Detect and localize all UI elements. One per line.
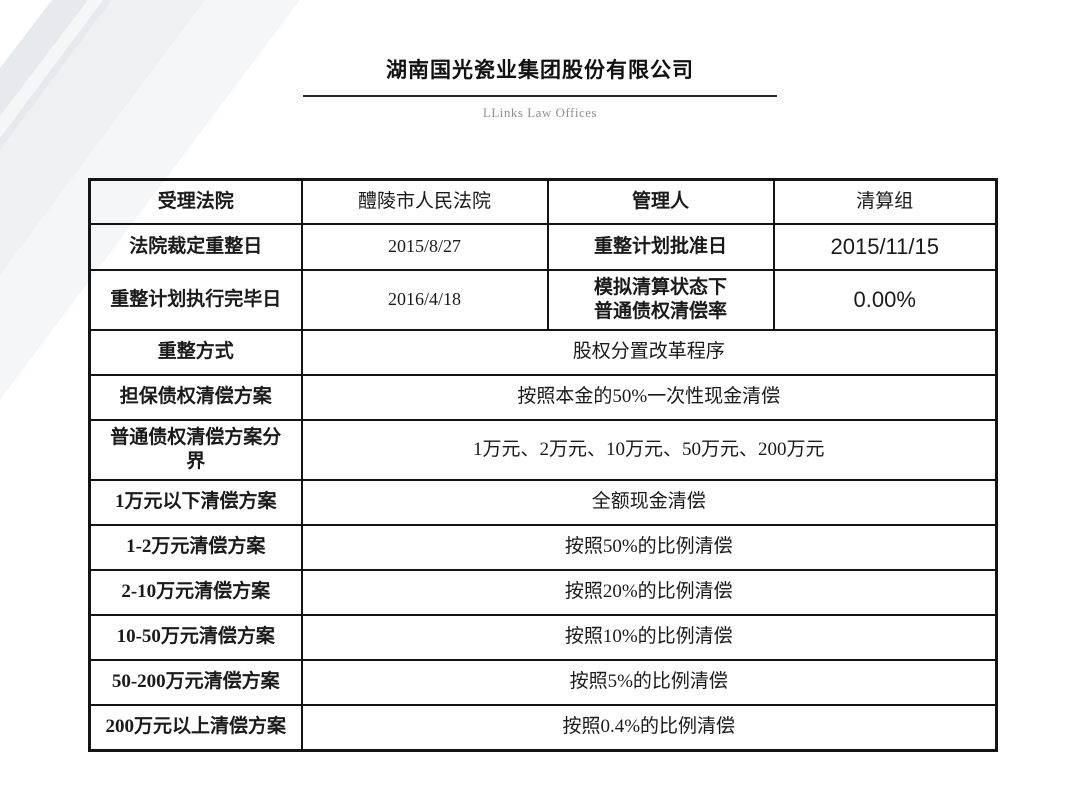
row-label-cell: 1-2万元清偿方案: [88, 523, 303, 571]
table-row: 1-2万元清偿方案 按照50%的比例清偿: [88, 523, 998, 571]
row-label-cell: 2-10万元清偿方案: [88, 568, 303, 616]
row-value-cell: 按照5%的比例清偿: [300, 658, 998, 706]
table-row: 法院裁定重整日 2015/8/27 重整计划批准日 2015/11/15: [88, 222, 998, 271]
row-label-cell: 重整方式: [88, 328, 303, 376]
table-row: 担保债权清偿方案 按照本金的50%一次性现金清偿: [88, 373, 998, 421]
row-label-cell: 重整计划执行完毕日: [88, 268, 303, 331]
row-value-cell: 按照10%的比例清偿: [300, 613, 998, 661]
table-row: 重整计划执行完毕日 2016/4/18 模拟清算状态下 普通债权清偿率 0.00…: [88, 268, 998, 331]
row-label-cell: 10-50万元清偿方案: [88, 613, 303, 661]
law-office-subtitle: LLinks Law Offices: [482, 105, 598, 120]
row-label-cell: 模拟清算状态下 普通债权清偿率: [546, 268, 775, 331]
row-label-cell: 普通债权清偿方案分界: [88, 418, 303, 481]
table-row: 200万元以上清偿方案 按照0.4%的比例清偿: [88, 703, 998, 752]
table-row: 普通债权清偿方案分界 1万元、2万元、10万元、50万元、200万元: [88, 418, 998, 481]
row-label-cell: 200万元以上清偿方案: [88, 703, 303, 752]
row-label-cell: 受理法院: [88, 178, 303, 225]
row-label-cell: 管理人: [546, 178, 775, 225]
row-value-cell: 按照50%的比例清偿: [300, 523, 998, 571]
row-value-cell: 2015/11/15: [772, 222, 998, 271]
row-value-cell: 按照0.4%的比例清偿: [300, 703, 998, 752]
page-title: 湖南国光瓷业集团股份有限公司: [386, 58, 694, 82]
row-value-cell: 全额现金清偿: [300, 478, 998, 526]
row-label-cell: 法院裁定重整日: [88, 222, 303, 271]
table-container: 受理法院 醴陵市人民法院 管理人 清算组 法院裁定重整日 2015/8/27 重…: [88, 178, 998, 752]
table-row: 50-200万元清偿方案 按照5%的比例清偿: [88, 658, 998, 706]
row-label-cell: 重整计划批准日: [546, 222, 775, 271]
table-row: 2-10万元清偿方案 按照20%的比例清偿: [88, 568, 998, 616]
table-row: 1万元以下清偿方案 全额现金清偿: [88, 478, 998, 526]
row-value-cell: 按照20%的比例清偿: [300, 568, 998, 616]
row-label-cell: 担保债权清偿方案: [88, 373, 303, 421]
row-value-cell: 股权分置改革程序: [300, 328, 998, 376]
row-label-line: 模拟清算状态下: [593, 276, 727, 298]
row-value-cell: 2016/4/18: [300, 268, 549, 331]
row-value-cell: 0.00%: [772, 268, 998, 331]
row-value-cell: 1万元、2万元、10万元、50万元、200万元: [300, 418, 998, 481]
row-value-cell: 清算组: [772, 178, 998, 225]
table-row: 10-50万元清偿方案 按照10%的比例清偿: [88, 613, 998, 661]
row-label-line: 普通债权清偿率: [593, 300, 727, 322]
title-underline: [303, 95, 777, 97]
row-value-cell: 醴陵市人民法院: [300, 178, 549, 225]
restructuring-summary-table: 受理法院 醴陵市人民法院 管理人 清算组 法院裁定重整日 2015/8/27 重…: [88, 178, 998, 752]
row-value-cell: 按照本金的50%一次性现金清偿: [300, 373, 998, 421]
row-value-cell: 2015/8/27: [300, 222, 549, 271]
document-header: 湖南国光瓷业集团股份有限公司 LLinks Law Offices: [0, 57, 1080, 121]
row-label-cell: 50-200万元清偿方案: [88, 658, 303, 706]
table-row: 受理法院 醴陵市人民法院 管理人 清算组: [88, 178, 998, 225]
table-row: 重整方式 股权分置改革程序: [88, 328, 998, 376]
row-label-cell: 1万元以下清偿方案: [88, 478, 303, 526]
